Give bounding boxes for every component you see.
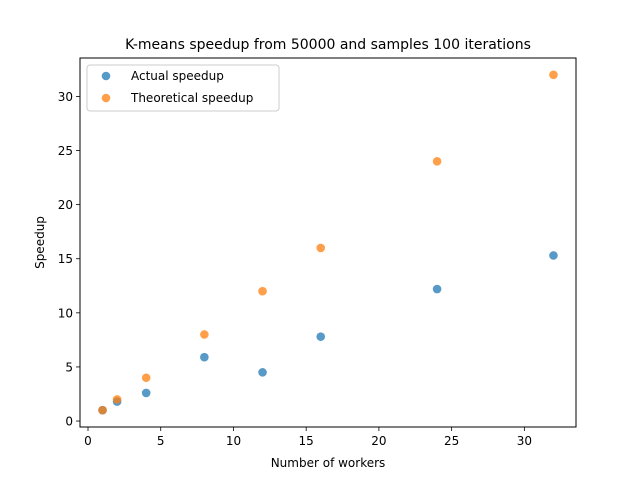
x-tick-label: 30 xyxy=(517,434,532,448)
data-point-series-2 xyxy=(112,395,122,404)
data-point-series-1 xyxy=(200,352,209,362)
x-tick-label: 10 xyxy=(226,434,241,448)
data-point-series-2 xyxy=(98,405,107,415)
legend-marker-series-2 xyxy=(101,93,111,103)
y-tick-label: 30 xyxy=(58,90,73,104)
axis-ticks: 0 5 10 15 20 25 30 0 5 10 15 20 25 30 xyxy=(58,90,532,448)
legend-label-series-1: Actual speedup xyxy=(131,69,224,83)
data-point-series-1 xyxy=(141,388,151,398)
legend-marker-series-1 xyxy=(101,71,111,81)
legend-box xyxy=(86,64,280,112)
data-point-series-2 xyxy=(258,286,267,296)
x-tick-label: 0 xyxy=(84,434,92,448)
y-tick-label: 20 xyxy=(58,198,73,212)
data-point-series-1 xyxy=(549,251,558,260)
data-point-series-1 xyxy=(258,368,267,377)
data-point-series-1 xyxy=(432,284,442,294)
y-tick-label: 5 xyxy=(65,360,73,374)
x-tick-label: 25 xyxy=(444,434,459,448)
chart-title: K-means speedup from 50000 and samples 1… xyxy=(125,37,531,53)
data-point-series-2 xyxy=(141,373,151,383)
x-tick-label: 20 xyxy=(371,434,386,448)
y-tick-label: 15 xyxy=(58,252,73,266)
x-tick-label: 5 xyxy=(157,434,165,448)
y-axis-label: Speedup xyxy=(33,216,47,269)
data-point-series-2 xyxy=(549,70,558,80)
plot-frame xyxy=(79,57,577,428)
y-tick-label: 25 xyxy=(58,144,73,158)
data-point-series-1 xyxy=(316,332,326,341)
data-point-series-2 xyxy=(316,243,326,253)
data-point-series-2 xyxy=(432,157,442,166)
x-tick-label: 15 xyxy=(299,434,314,448)
data-points xyxy=(98,70,558,415)
legend-label-series-2: Theoretical speedup xyxy=(130,91,253,105)
data-point-series-2 xyxy=(200,330,209,339)
x-axis-label: Number of workers xyxy=(271,456,386,470)
y-tick-label: 0 xyxy=(65,415,73,429)
legend: Actual speedup Theoretical speedup xyxy=(86,64,280,112)
y-tick-label: 10 xyxy=(58,306,73,320)
